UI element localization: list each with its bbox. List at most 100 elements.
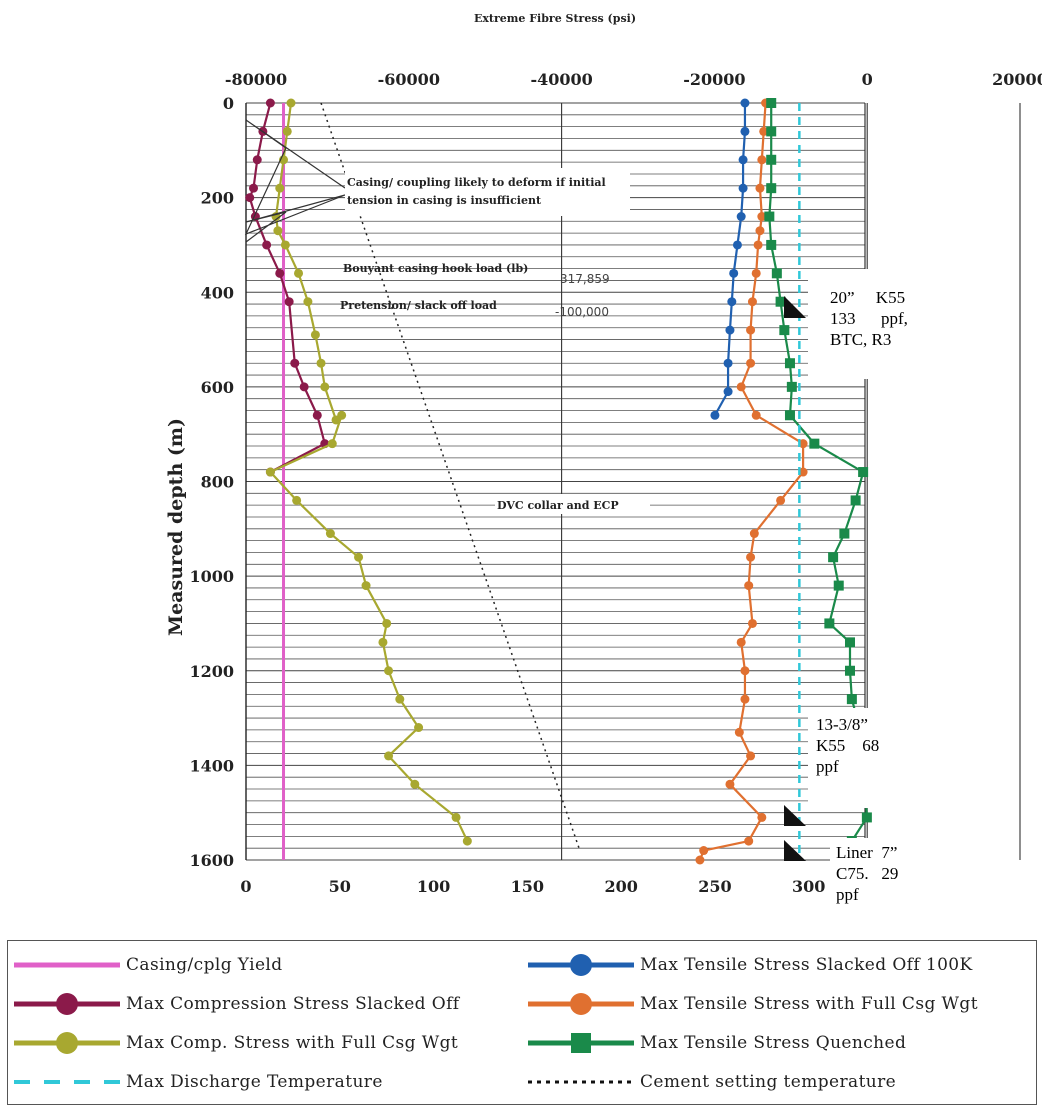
point-max-tensile-stress-slacked-off-100k — [723, 387, 733, 397]
legend-swatch-casing-yield — [14, 962, 120, 968]
point-max-comp-stress-with-full-csg-wgt — [273, 226, 283, 236]
point-max-tensile-stress-with-full-csg-wgt — [757, 212, 767, 222]
point-max-tensile-stress-with-full-csg-wgt — [725, 779, 735, 789]
legend-label-compression-slacked: Max Compression Stress Slacked Off — [126, 994, 460, 1014]
series-layer — [245, 98, 872, 865]
bottom-x-tick-label: 300 — [792, 877, 825, 896]
top-x-tick-label: 20000 — [992, 70, 1042, 89]
legend-item-tensile-slacked: Max Tensile Stress Slacked Off 100K — [526, 947, 973, 983]
casing-shoe-liner-icon — [784, 840, 806, 861]
legend-item-compression-slacked: Max Compression Stress Slacked Off — [12, 986, 459, 1022]
point-max-tensile-stress-with-full-csg-wgt — [757, 812, 767, 822]
point-max-comp-stress-with-full-csg-wgt — [316, 358, 326, 368]
top-x-tick-label: -80000 — [225, 70, 287, 89]
y-tick-label: 1000 — [189, 567, 234, 586]
point-max-tensile-stress-with-full-csg-wgt — [744, 836, 754, 846]
y-tick-label: 800 — [201, 473, 234, 492]
point-max-comp-stress-with-full-csg-wgt — [451, 812, 461, 822]
point-max-comp-stress-with-full-csg-wgt — [414, 723, 424, 733]
series-max-tensile-stress-slacked-off-100k — [710, 98, 750, 420]
point-max-tensile-stress-slacked-off-100k — [732, 240, 742, 250]
callout-liner: Liner 7” C75. 29 ppf — [830, 838, 930, 918]
point-max-tensile-stress-with-full-csg-wgt — [751, 268, 761, 278]
point-max-tensile-stress-quenched — [766, 154, 777, 165]
legend-item-cement-temp: Cement setting temperature — [526, 1064, 896, 1100]
y-tick-label: 400 — [201, 283, 234, 302]
point-max-compression-stress-slacked-off — [245, 193, 255, 203]
point-max-tensile-stress-quenched — [766, 126, 777, 137]
casing-shoe-13in-icon — [784, 805, 806, 826]
point-max-tensile-stress-with-full-csg-wgt — [757, 155, 767, 165]
point-max-tensile-stress-quenched — [784, 358, 795, 369]
point-max-tensile-stress-slacked-off-100k — [736, 212, 746, 222]
y-tick-label: 200 — [201, 189, 234, 208]
casing-shoe-layer — [784, 296, 806, 861]
callout-liner-line-1: Liner 7” — [836, 843, 898, 862]
point-max-tensile-stress-quenched — [779, 325, 790, 336]
point-max-tensile-stress-with-full-csg-wgt — [699, 846, 709, 856]
legend-marker — [570, 954, 592, 976]
legend-swatch-tensile-slacked — [528, 954, 634, 976]
y-axis-label: Measured depth (m) — [165, 418, 187, 636]
point-max-comp-stress-with-full-csg-wgt — [337, 410, 347, 420]
y-tick-label: 600 — [201, 378, 234, 397]
point-max-tensile-stress-slacked-off-100k — [723, 358, 733, 368]
callout-13in-line-2: K55 68 — [816, 736, 880, 755]
point-max-tensile-stress-with-full-csg-wgt — [746, 751, 756, 761]
point-max-tensile-stress-with-full-csg-wgt — [755, 183, 765, 193]
point-max-tensile-stress-quenched — [766, 239, 777, 250]
point-max-comp-stress-with-full-csg-wgt — [303, 297, 313, 307]
legend-item-tensile-quenched: Max Tensile Stress Quenched — [526, 1025, 906, 1061]
legend-marker — [571, 1033, 591, 1053]
point-max-tensile-stress-quenched — [771, 268, 782, 279]
top-x-tick-label: -20000 — [683, 70, 745, 89]
point-max-comp-stress-with-full-csg-wgt — [325, 529, 335, 539]
legend-swatch-tensile-quenched — [528, 1033, 634, 1053]
bottom-x-tick-label: 150 — [511, 877, 544, 896]
series-max-comp-stress-with-full-csg-wgt — [265, 98, 472, 846]
point-max-tensile-stress-slacked-off-100k — [727, 297, 737, 307]
legend-swatch-tensile-full — [528, 993, 634, 1015]
legend-label-casing-yield: Casing/cplg Yield — [126, 955, 283, 975]
point-max-comp-stress-with-full-csg-wgt — [294, 268, 304, 278]
y-tick-label: 1600 — [189, 851, 234, 870]
y-tick-label: 0 — [223, 94, 234, 113]
legend-swatch-cement-temp — [528, 1080, 634, 1084]
point-max-comp-stress-with-full-csg-wgt — [275, 183, 285, 193]
bottom-x-tick-label: 250 — [698, 877, 731, 896]
point-max-tensile-stress-with-full-csg-wgt — [798, 467, 808, 477]
point-max-comp-stress-with-full-csg-wgt — [384, 751, 394, 761]
chart-title: Extreme Fibre Stress (psi) — [474, 12, 636, 25]
series-max-tensile-stress-with-full-csg-wgt — [695, 98, 808, 865]
point-max-tensile-stress-with-full-csg-wgt — [740, 666, 750, 676]
point-max-tensile-stress-slacked-off-100k — [740, 126, 750, 136]
point-max-tensile-stress-with-full-csg-wgt — [746, 325, 756, 335]
casing-shoe-20in-icon — [784, 296, 806, 318]
bottom-x-tick-label: 50 — [329, 877, 351, 896]
callout-13in-line-3: ppf — [816, 757, 839, 776]
point-max-tensile-stress-with-full-csg-wgt — [736, 637, 746, 647]
point-max-tensile-stress-with-full-csg-wgt — [740, 694, 750, 704]
top-x-tick-label: -60000 — [378, 70, 440, 89]
legend-marker — [570, 993, 592, 1015]
point-max-comp-stress-with-full-csg-wgt — [382, 618, 392, 628]
legend-label-tensile-full: Max Tensile Stress with Full Csg Wgt — [640, 994, 978, 1014]
top-x-tick-label: -40000 — [530, 70, 592, 89]
callout-20in-line-3: BTC, R3 — [830, 330, 892, 349]
top-x-tick-label: 0 — [862, 70, 873, 89]
chart-legend: Casing/cplg Yield Max Tensile Stress Sla… — [7, 940, 1037, 1105]
point-max-tensile-stress-with-full-csg-wgt — [776, 495, 786, 505]
point-max-tensile-stress-with-full-csg-wgt — [749, 529, 759, 539]
point-max-tensile-stress-with-full-csg-wgt — [695, 855, 705, 865]
callout-13in-line-1: 13-3/8” — [816, 715, 868, 734]
point-max-tensile-stress-quenched — [861, 812, 872, 823]
legend-marker — [56, 1032, 78, 1054]
point-max-tensile-stress-quenched — [786, 381, 797, 392]
point-max-tensile-stress-quenched — [824, 618, 835, 629]
point-max-compression-stress-slacked-off — [290, 358, 300, 368]
stress-depth-chart: Extreme Fibre Stress (psi) Measured dept… — [165, 12, 1042, 896]
point-max-tensile-stress-with-full-csg-wgt — [755, 226, 765, 236]
point-max-compression-stress-slacked-off — [252, 155, 262, 165]
line-max-compression-stress-slacked-off — [248, 102, 326, 474]
